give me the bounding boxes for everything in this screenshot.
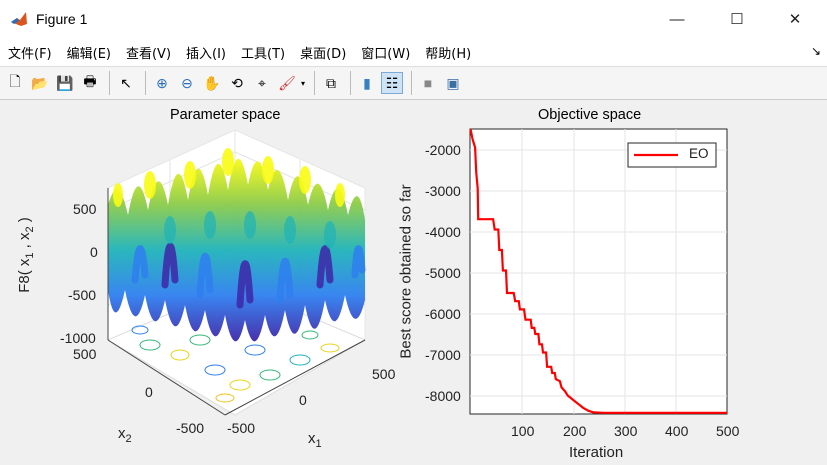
x-axis-label-iteration: Iteration — [569, 444, 624, 461]
surface-plot — [106, 129, 367, 416]
pan-button[interactable]: ✋ — [201, 72, 223, 94]
matlab-logo-icon — [10, 10, 28, 28]
toolbar-separator — [350, 71, 352, 95]
data-cursor-button[interactable]: ⌖ — [251, 72, 273, 94]
print-icon: 🖶 — [83, 73, 97, 89]
menu-desktop[interactable]: 桌面(D) — [300, 46, 347, 62]
x2-axis-label: x2 — [118, 425, 132, 445]
menu-help[interactable]: 帮助(H) — [425, 46, 472, 62]
x-tick: 500 — [372, 366, 396, 382]
figure-canvas: Parameter space — [0, 100, 827, 465]
y-tick: -8000 — [425, 388, 461, 404]
minimize-icon: — — [669, 10, 685, 28]
parameter-space-axes[interactable]: Parameter space — [0, 100, 400, 465]
toolbar-separator — [109, 71, 110, 95]
brush-icon: 🖌 — [278, 74, 296, 91]
legend-icon: ☷ — [385, 74, 399, 91]
x1-axis-label: x1 — [308, 430, 322, 450]
link-plot-button[interactable]: ⧉ — [320, 72, 342, 94]
toolbar-separator — [145, 71, 146, 95]
maximize-button[interactable]: ☐ — [714, 0, 760, 38]
y-tick: -7000 — [425, 347, 461, 363]
pan-icon: ✋ — [203, 74, 221, 91]
y-tick: -3000 — [425, 183, 461, 199]
pointer-button[interactable]: ↖ — [115, 72, 137, 94]
print-button[interactable]: 🖶 — [79, 72, 101, 94]
save-button[interactable]: 💾 — [54, 72, 76, 94]
zoom-out-button[interactable]: ⊖ — [176, 72, 198, 94]
toolbar-separator — [411, 71, 413, 95]
close-button[interactable]: ✕ — [772, 0, 818, 38]
figure-toolbar: 🗋 📂 💾 🖶 ↖ ⊕ ⊖ ✋ ⟲ ⌖ 🖌 ▾ ⧉ ▮ ☷ ■ ▣ — [0, 66, 827, 100]
new-figure-button[interactable]: 🗋 — [4, 72, 26, 94]
open-file-button[interactable]: 📂 — [29, 72, 51, 94]
show-plot-tools-icon: ▣ — [446, 74, 460, 91]
z-tick: 500 — [73, 201, 97, 217]
x-tick: 300 — [614, 423, 638, 439]
hide-plot-tools-icon: ■ — [423, 75, 433, 91]
x-tick: 500 — [716, 423, 740, 439]
y-tick: -500 — [176, 420, 205, 436]
y-tick: -4000 — [425, 224, 461, 240]
zoom-in-button[interactable]: ⊕ — [151, 72, 173, 94]
new-figure-icon: 🗋 — [9, 73, 21, 89]
legend-box — [627, 142, 717, 168]
x-tick: 400 — [665, 423, 689, 439]
menu-insert[interactable]: 插入(I) — [186, 46, 227, 62]
title-bar: Figure 1 — ☐ ✕ — [0, 0, 827, 38]
y-tick: -6000 — [425, 306, 461, 322]
data-cursor-icon: ⌖ — [258, 74, 266, 91]
y-tick: -2000 — [425, 142, 461, 158]
z-tick: -1000 — [60, 330, 96, 346]
minimize-button[interactable]: — — [654, 0, 700, 38]
z-axis-label: F8( x1 , x2 ) — [15, 217, 36, 293]
insert-legend-button[interactable]: ☷ — [381, 72, 404, 94]
y-axis-label-best-score: Best score obtained so far — [397, 184, 415, 359]
toolbar-separator — [314, 71, 316, 95]
y-tick: -5000 — [425, 265, 461, 281]
menu-bar: 文件(F) 编辑(E) 查看(V) 插入(I) 工具(T) 桌面(D) 窗口(W… — [0, 38, 827, 66]
convergence-plot — [469, 128, 728, 415]
y-tick: 500 — [73, 346, 97, 362]
y-tick: 0 — [145, 384, 153, 400]
menu-tools[interactable]: 工具(T) — [241, 46, 286, 62]
close-icon: ✕ — [788, 11, 802, 28]
x-tick: 100 — [511, 423, 535, 439]
colorbar-icon: ▮ — [363, 74, 371, 91]
menu-window[interactable]: 窗口(W) — [361, 46, 411, 62]
rotate-3d-icon: ⟲ — [231, 74, 243, 91]
window-title: Figure 1 — [36, 11, 88, 27]
pointer-icon: ↖ — [120, 74, 132, 91]
legend-entry-eo[interactable]: EO — [689, 146, 709, 161]
show-plot-tools-button[interactable]: ▣ — [442, 72, 464, 94]
objective-space-axes[interactable]: Objective space EO -2000 -3000 -4000 -50… — [397, 100, 827, 465]
link-plot-icon: ⧉ — [326, 74, 337, 91]
z-tick: 0 — [90, 244, 98, 260]
rotate-3d-button[interactable]: ⟲ — [226, 72, 248, 94]
save-icon: 💾 — [56, 74, 74, 91]
x-tick: 200 — [563, 423, 587, 439]
x-tick: 0 — [299, 392, 307, 408]
zoom-out-icon: ⊖ — [181, 74, 193, 91]
dock-figure-icon[interactable]: ↘ — [810, 44, 821, 58]
menu-file[interactable]: 文件(F) — [8, 46, 52, 62]
zoom-in-icon: ⊕ — [156, 74, 168, 91]
axes-title-objective-space: Objective space — [538, 107, 642, 123]
brush-dropdown-icon[interactable]: ▾ — [301, 78, 306, 88]
insert-colorbar-button[interactable]: ▮ — [356, 72, 378, 94]
brush-button[interactable]: 🖌 — [276, 72, 298, 94]
maximize-icon: ☐ — [730, 11, 744, 28]
axes-title-parameter-space: Parameter space — [170, 107, 281, 123]
z-tick: -500 — [68, 287, 97, 303]
menu-view[interactable]: 查看(V) — [125, 46, 172, 62]
open-file-icon: 📂 — [31, 74, 49, 91]
menu-edit[interactable]: 编辑(E) — [66, 46, 111, 62]
x-tick: -500 — [227, 420, 256, 436]
hide-plot-tools-button[interactable]: ■ — [417, 72, 439, 94]
